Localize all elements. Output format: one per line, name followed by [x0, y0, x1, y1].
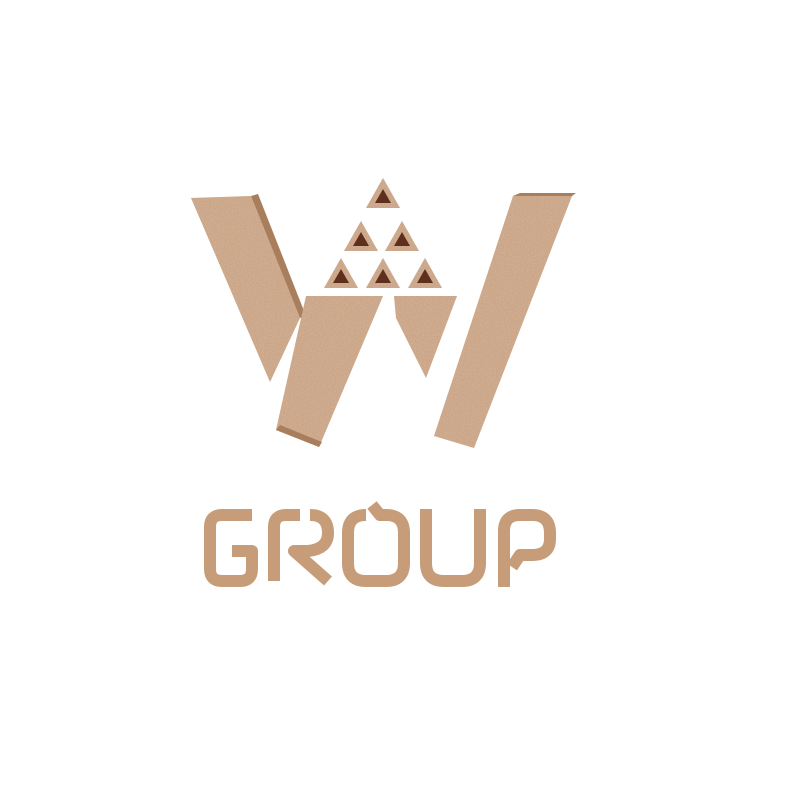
- w-stroke-inner-right: [394, 296, 457, 378]
- wordmark-letter-u: [420, 509, 486, 587]
- w-stroke-left: [191, 194, 306, 382]
- wordmark-letter-g: [204, 509, 258, 587]
- triangle-bottom-center: [366, 258, 400, 288]
- triangle-cluster: [324, 178, 442, 288]
- wordmark-letter-r-leg: [288, 509, 334, 586]
- w-stroke-right: [434, 193, 576, 448]
- triangle-top: [366, 178, 400, 208]
- wordmark-letter-o: [342, 501, 410, 587]
- wordmark-letter-r: [268, 509, 300, 581]
- triangle-bottom-right: [408, 258, 442, 288]
- wordmark-letter-p: [498, 509, 556, 587]
- triangle-mid-left: [344, 221, 378, 251]
- w-stroke-inner-left: [276, 296, 383, 447]
- triangle-bottom-left: [324, 258, 358, 288]
- group-wordmark: [204, 501, 556, 587]
- triangle-mid-right: [385, 221, 419, 251]
